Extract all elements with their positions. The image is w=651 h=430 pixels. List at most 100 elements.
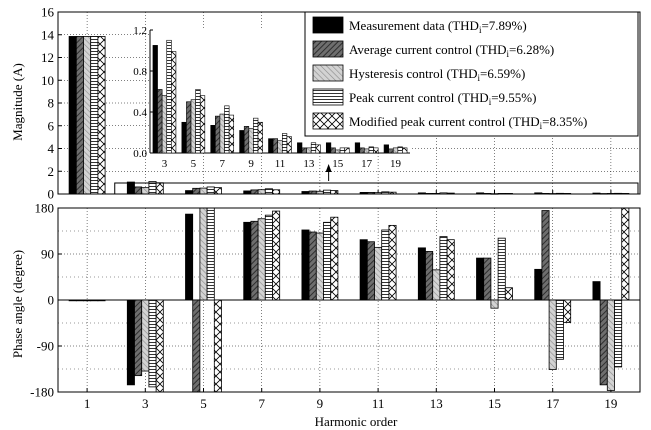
inset-bar-hysteresis: [306, 147, 312, 154]
inset-bar-modified-peak: [402, 147, 408, 154]
inset-bar-average: [301, 147, 307, 154]
inset-bar-modified-peak: [373, 147, 379, 154]
phase-tick-label: -180: [30, 385, 54, 400]
inset-tick-label-x: 9: [248, 158, 254, 170]
phase-tick-label-x: 5: [200, 396, 207, 411]
legend-swatch-measurement: [312, 16, 344, 34]
phase-bar-modified-peak: [446, 239, 455, 301]
inset-tick-label-x: 11: [275, 158, 286, 170]
phase-bar-average: [425, 251, 434, 301]
inset-bar-measurement: [325, 142, 332, 154]
inset-bar-measurement: [297, 142, 303, 154]
inset-bar-measurement: [268, 138, 274, 154]
inset-bar-average: [186, 101, 192, 154]
inset-bar-hysteresis: [219, 113, 225, 154]
inset-tick-label-x: 19: [390, 158, 402, 170]
inset-bar-peak: [253, 117, 259, 154]
magnitude-bar-measurement: [126, 181, 135, 195]
phase-bar-peak: [90, 299, 99, 302]
magnitude-tick-label: 8: [48, 96, 55, 111]
magnitude-bar-modified-peak: [330, 190, 339, 195]
inset-bar-average: [243, 126, 250, 154]
inset-bar-measurement: [181, 121, 187, 154]
phase-bar-peak: [555, 299, 564, 360]
phase-bar-average: [483, 257, 492, 301]
inset-bar-hysteresis: [364, 148, 370, 154]
x-axis-title: Harmonic order: [315, 414, 398, 429]
phase-bar-average: [308, 231, 317, 301]
inset-bar-hysteresis: [335, 149, 341, 154]
phase-bar-measurement: [592, 281, 601, 301]
magnitude-tick-label: 4: [48, 141, 55, 156]
magnitude-tick-label: 2: [48, 164, 55, 179]
phase-tick-label-x: 7: [258, 396, 265, 411]
phase-bar-modified-peak: [213, 299, 222, 393]
legend-swatch-modified-peak: [312, 112, 344, 130]
magnitude-tick-label: 10: [41, 73, 54, 88]
magnitude-bar-average: [192, 187, 201, 195]
phase-bar-average: [250, 220, 259, 301]
phase-bar-hysteresis: [199, 207, 208, 301]
inset-bar-peak: [166, 39, 172, 154]
inset-bar-modified-peak: [199, 95, 206, 154]
phase-bar-peak: [439, 236, 448, 301]
phase-bar-modified-peak: [563, 299, 572, 323]
phase-tick-label: -90: [37, 339, 54, 354]
phase-bar-hysteresis: [606, 299, 615, 391]
phase-bar-average: [192, 299, 201, 393]
legend-box: [304, 11, 639, 137]
magnitude-tick-label: 0: [48, 187, 55, 202]
magnitude-bar-average: [134, 186, 143, 195]
legend-label-average: Average current control (THDi=6.28%): [349, 42, 554, 59]
phase-bar-measurement: [417, 247, 426, 301]
phase-bar-average: [75, 299, 84, 302]
magnitude-bar-measurement: [185, 190, 194, 195]
inset-bar-measurement: [383, 144, 389, 154]
phase-bar-measurement: [126, 299, 135, 386]
phase-axis-title: Phase angle (degree): [10, 250, 25, 358]
magnitude-bar-peak: [323, 189, 332, 195]
legend-label-hysteresis: Hysteresis control (THDi=6.59%): [349, 66, 525, 83]
zoom-arrow-head: [325, 164, 332, 172]
magnitude-bar-peak: [90, 36, 99, 195]
inset-bar-measurement: [210, 125, 216, 154]
inset-bar-modified-peak: [171, 51, 177, 154]
inset-bar-hysteresis: [161, 95, 168, 154]
phase-bar-peak: [497, 237, 506, 301]
magnitude-bar-hysteresis: [141, 187, 150, 195]
magnitude-bar-modified-peak: [155, 182, 164, 195]
legend-swatch-average: [312, 40, 344, 58]
inset-bar-peak: [195, 89, 201, 154]
phase-bar-peak: [323, 221, 332, 301]
phase-bar-measurement: [243, 221, 252, 301]
magnitude-bar-measurement: [68, 36, 77, 195]
phase-bar-modified-peak: [155, 299, 164, 393]
inset-bar-modified-peak: [344, 147, 350, 154]
phase-tick-label-x: 11: [372, 396, 385, 411]
inset-tick-label-y: 0.4: [133, 107, 147, 119]
phase-tick-label: 0: [48, 293, 55, 308]
inset-bar-hysteresis: [277, 140, 283, 154]
phase-bar-measurement: [359, 239, 368, 301]
phase-bar-modified-peak: [330, 216, 339, 301]
phase-plot-frame: [57, 207, 641, 393]
inset-tick-label-y: 0.8: [133, 66, 147, 78]
inset-tick-label-y: 1.2: [133, 25, 147, 37]
phase-bar-hysteresis: [83, 299, 92, 302]
inset-bar-peak: [281, 133, 288, 154]
magnitude-bar-average: [75, 36, 84, 195]
inset-bar-peak: [310, 142, 317, 154]
phase-bar-peak: [614, 299, 623, 368]
magnitude-bar-hysteresis: [257, 189, 266, 195]
phase-bar-modified-peak: [621, 207, 630, 301]
phase-tick-label: 90: [41, 247, 54, 262]
phase-bar-hysteresis: [548, 299, 557, 370]
magnitude-tick-label: 6: [48, 118, 55, 133]
magnitude-tick-label: 14: [41, 27, 55, 42]
magnitude-bar-hysteresis: [83, 36, 92, 195]
inset-bar-peak: [339, 147, 345, 154]
inset-tick-label-x: 13: [303, 158, 315, 170]
phase-bar-modified-peak: [388, 224, 397, 301]
